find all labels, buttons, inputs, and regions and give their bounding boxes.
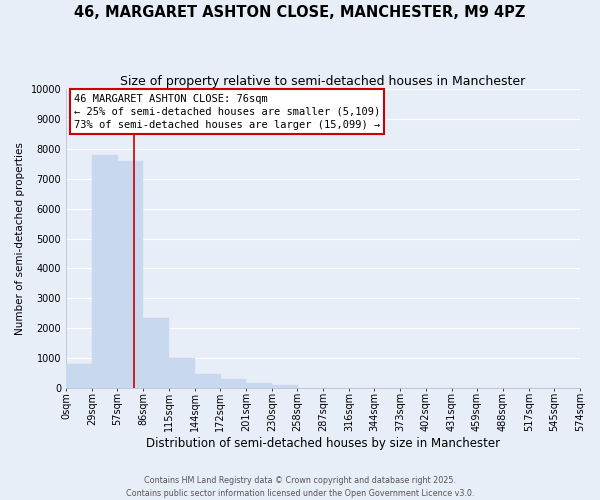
Title: Size of property relative to semi-detached houses in Manchester: Size of property relative to semi-detach… [121, 75, 526, 88]
Bar [246, 383, 272, 388]
Bar [92, 155, 118, 388]
Text: 46 MARGARET ASHTON CLOSE: 76sqm
← 25% of semi-detached houses are smaller (5,109: 46 MARGARET ASHTON CLOSE: 76sqm ← 25% of… [74, 94, 380, 130]
X-axis label: Distribution of semi-detached houses by size in Manchester: Distribution of semi-detached houses by … [146, 437, 500, 450]
Bar [195, 374, 221, 388]
Bar [66, 364, 92, 388]
Bar [117, 161, 143, 388]
Text: 46, MARGARET ASHTON CLOSE, MANCHESTER, M9 4PZ: 46, MARGARET ASHTON CLOSE, MANCHESTER, M… [74, 5, 526, 20]
Text: Contains HM Land Registry data © Crown copyright and database right 2025.
Contai: Contains HM Land Registry data © Crown c… [126, 476, 474, 498]
Bar [143, 318, 169, 388]
Y-axis label: Number of semi-detached properties: Number of semi-detached properties [15, 142, 25, 335]
Bar [272, 384, 298, 388]
Bar [220, 379, 246, 388]
Bar [169, 358, 195, 388]
